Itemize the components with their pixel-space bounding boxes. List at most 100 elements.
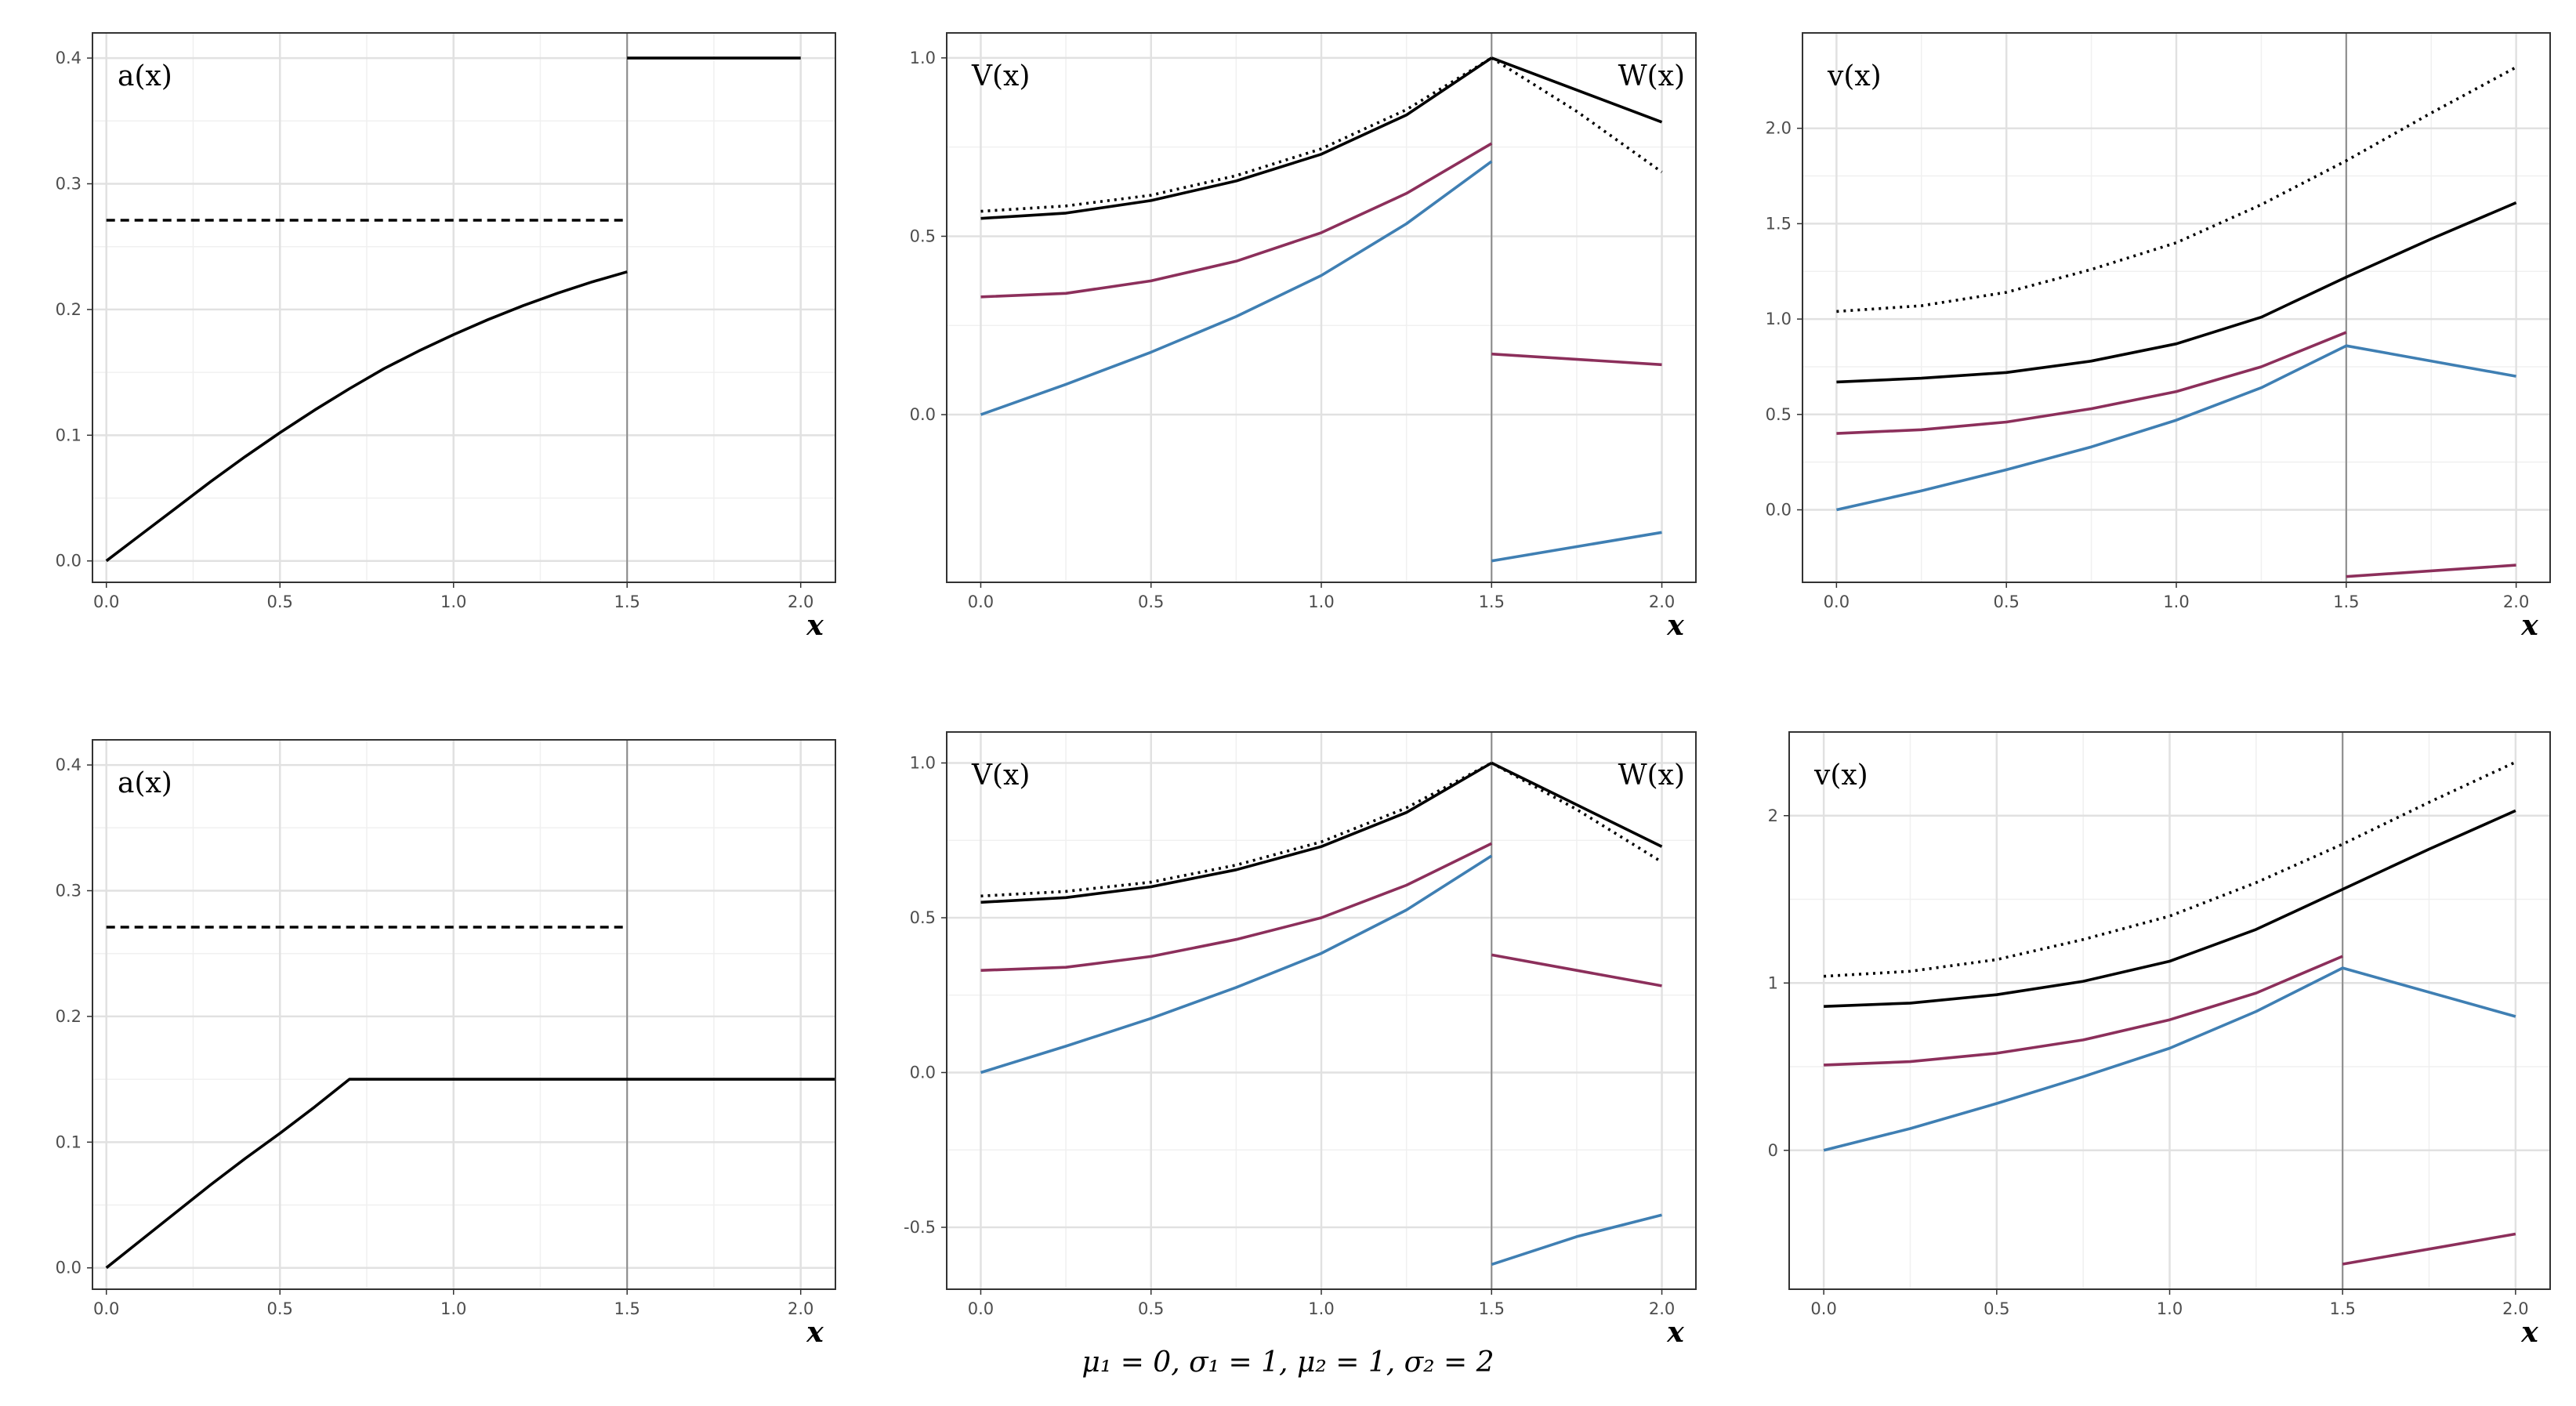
x-tick-label: 0.0	[93, 592, 119, 611]
plot-frame	[946, 731, 1697, 1290]
y-tick-label: 0	[1768, 1141, 1778, 1160]
series-W-blue	[1491, 1213, 1662, 1266]
y-tick-label: 0.0	[910, 405, 936, 424]
y-tick-label: 0.2	[56, 1007, 82, 1026]
series-V-black	[980, 56, 1493, 220]
x-tick-label: 1.5	[2329, 1299, 2355, 1318]
x-axis-label: x	[1666, 609, 1684, 642]
x-tick-label: 1.0	[1308, 592, 1334, 611]
plot-frame	[1802, 32, 2551, 583]
series-V-purple	[980, 842, 1493, 972]
y-tick-label: 0.3	[56, 881, 82, 900]
plot-frame	[946, 32, 1697, 583]
series-v-dotted	[1836, 66, 2517, 313]
x-tick-label: 1.5	[614, 592, 640, 611]
x-tick-label: 2.0	[788, 1299, 813, 1318]
y-tick-label: -0.5	[904, 1218, 936, 1237]
y-tick-label: 0.5	[910, 908, 936, 927]
series-a1	[105, 270, 628, 563]
y-tick-label: 0.0	[56, 1259, 82, 1277]
panel-bottom-left: 0.0 0.5 1.0 1.5 2.0 0.0 0.1 0.2 0.3 0.4 a(x) x	[56, 739, 836, 1349]
y-tick-label: 0.4	[56, 49, 82, 67]
y-tick-label: 0.5	[910, 226, 936, 245]
panel-label-right: W(x)	[1618, 60, 1685, 92]
x-tick-label: 1.0	[440, 592, 466, 611]
y-tick-label: 0.0	[56, 552, 82, 571]
series-V-blue	[980, 160, 1493, 416]
series-W-dotted	[1491, 56, 1663, 173]
x-axis-label: x	[1666, 1316, 1684, 1349]
x-tick-label: 0.5	[1984, 1299, 2009, 1318]
panel-bottom-middle: 0.0 0.5 1.0 1.5 2.0 -0.5 0.0 0.5 1.0 V(x) W(x) x	[904, 731, 1697, 1349]
y-tick-label: 1.0	[910, 49, 936, 67]
x-tick-label: 0.5	[267, 1299, 293, 1318]
panel-label: a(x)	[118, 767, 172, 799]
x-tick-label: 2.0	[1649, 1299, 1675, 1318]
x-tick-label: 0.0	[1824, 592, 1850, 611]
x-tick-label: 1.0	[440, 1299, 466, 1318]
panel-label: a(x)	[118, 60, 172, 92]
series-W-purple	[1491, 352, 1662, 367]
panel-label-right: W(x)	[1618, 759, 1685, 792]
series-a-capped	[105, 1078, 835, 1270]
series-V-purple	[980, 142, 1493, 299]
y-tick-label: 2.0	[1766, 119, 1792, 138]
x-tick-label: 1.5	[1479, 592, 1505, 611]
panel-top-right: 0.0 0.5 1.0 1.5 2.0 0.0 0.5 1.0 1.5 2.0 v(x) x	[1766, 32, 2551, 642]
y-tick-label: 0.1	[56, 426, 82, 444]
y-tick-label: 1.5	[1766, 214, 1792, 233]
series-v-purple-low	[2346, 563, 2516, 578]
series-V-dotted	[980, 56, 1493, 213]
x-tick-label: 0.5	[1993, 592, 2019, 611]
x-tick-label: 1.0	[2163, 592, 2189, 611]
y-tick-label: 0.3	[56, 174, 82, 193]
x-axis-label: x	[806, 609, 824, 642]
series-v-purple-low	[2342, 1232, 2516, 1266]
series-V-dotted	[980, 761, 1493, 898]
panel-label: V(x)	[971, 759, 1030, 792]
panel-top-left: 0.0 0.5 1.0 1.5 2.0 0.0 0.1 0.2 0.3 0.4 a(x) x	[56, 32, 836, 642]
x-tick-label: 1.0	[2157, 1299, 2183, 1318]
series-v-black	[1824, 809, 2516, 1008]
x-tick-label: 0.0	[1810, 1299, 1836, 1318]
panel-label: v(x)	[1827, 60, 1882, 92]
x-tick-label: 1.5	[2333, 592, 2359, 611]
plot-frame	[92, 32, 836, 583]
series-v-purple	[1824, 955, 2343, 1067]
x-tick-label: 2.0	[788, 592, 813, 611]
panel-top-middle: 0.0 0.5 1.0 1.5 2.0 0.0 0.5 1.0 V(x) W(x) x	[910, 32, 1697, 642]
x-tick-label: 1.0	[1308, 1299, 1334, 1318]
y-tick-label: 1.0	[910, 754, 936, 773]
y-tick-label: 0.2	[56, 300, 82, 319]
series-v-blue	[1823, 966, 2516, 1152]
panel-label: v(x)	[1813, 759, 1868, 792]
plot-frame	[92, 739, 836, 1290]
series-V-black	[980, 761, 1493, 904]
panel-bottom-right: 0.0 0.5 1.0 1.5 2.0 0 1 2 v(x) x	[1768, 731, 2551, 1349]
series-W-blue	[1491, 531, 1662, 563]
x-tick-label: 0.0	[968, 1299, 994, 1318]
x-tick-label: 0.5	[267, 592, 293, 611]
y-tick-label: 1	[1768, 973, 1778, 992]
series-W-purple	[1491, 953, 1662, 987]
y-tick-label: 0.1	[56, 1132, 82, 1151]
x-axis-label: x	[806, 1316, 824, 1349]
x-tick-label: 2.0	[2503, 592, 2529, 611]
panel-label: V(x)	[971, 60, 1030, 92]
y-tick-label: 0.4	[56, 756, 82, 774]
series-W-black	[1491, 761, 1663, 848]
y-tick-label: 0.0	[910, 1064, 936, 1082]
x-tick-label: 1.5	[614, 1299, 640, 1318]
x-tick-label: 0.5	[1138, 1299, 1164, 1318]
y-tick-label: 1.0	[1766, 310, 1792, 328]
series-V-blue	[980, 854, 1493, 1074]
figure-caption: μ₁ = 0, σ₁ = 1, μ₂ = 1, σ₂ = 2	[1081, 1346, 1495, 1379]
series-v-purple	[1836, 331, 2347, 435]
plot-frame	[1788, 731, 2551, 1290]
series-v-blue	[1836, 344, 2516, 512]
x-tick-label: 2.0	[1649, 592, 1675, 611]
x-tick-label: 2.0	[2502, 1299, 2528, 1318]
series-W-black	[1491, 56, 1663, 124]
x-tick-label: 1.5	[1479, 1299, 1505, 1318]
